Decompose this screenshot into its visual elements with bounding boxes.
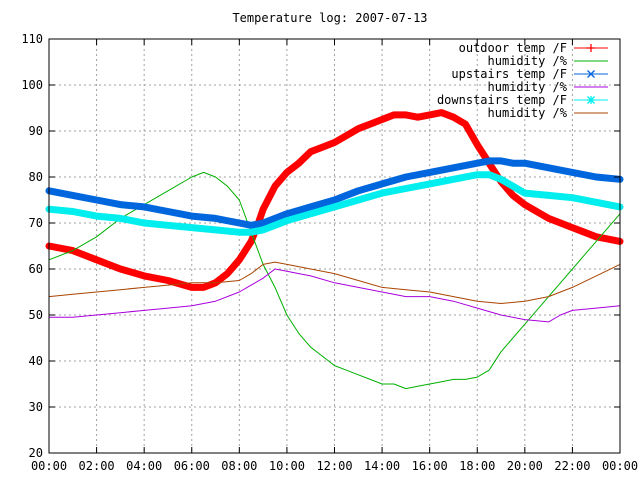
legend-label: downstairs temp /F: [437, 93, 567, 107]
x-tick-label: 02:00: [79, 459, 115, 473]
legend-label: outdoor temp /F: [459, 41, 567, 55]
x-tick-label: 20:00: [507, 459, 543, 473]
series-line-6: [48, 261, 621, 304]
x-tick-label: 16:00: [412, 459, 448, 473]
y-tick-label: 30: [29, 400, 43, 414]
y-tick-label: 90: [29, 124, 43, 138]
legend-label: humidity /%: [488, 54, 568, 68]
y-tick-label: 100: [21, 78, 43, 92]
x-tick-label: 00:00: [602, 459, 638, 473]
plot-area: [45, 109, 624, 390]
x-tick-label: 22:00: [554, 459, 590, 473]
x-tick-label: 04:00: [126, 459, 162, 473]
series-line-1: [45, 109, 624, 291]
series-line-5: [45, 171, 624, 236]
y-tick-label: 40: [29, 354, 43, 368]
legend-marker: [587, 70, 595, 78]
chart-title: Temperature log: 2007-07-13: [232, 11, 427, 25]
series-line-2: [48, 171, 621, 390]
series-line-4: [48, 268, 621, 323]
legend-label: upstairs temp /F: [451, 67, 567, 81]
y-tick-label: 50: [29, 308, 43, 322]
x-tick-label: 00:00: [31, 459, 67, 473]
y-tick-label: 60: [29, 262, 43, 276]
axes: 20 30 40 50 60 70 80 90 100 110 00:00 02:00 04:00 06:…: [21, 32, 638, 473]
legend-marker: [587, 96, 595, 104]
x-tick-label: 14:00: [364, 459, 400, 473]
x-tick-label: 10:00: [269, 459, 305, 473]
legend-label: humidity /%: [488, 106, 568, 120]
series-line-3: [45, 157, 624, 229]
x-tick-label: 08:00: [221, 459, 257, 473]
x-tick-label: 06:00: [174, 459, 210, 473]
y-tick-label: 110: [21, 32, 43, 46]
y-tick-label: 20: [29, 446, 43, 460]
x-tick-label: 18:00: [459, 459, 495, 473]
y-tick-label: 80: [29, 170, 43, 184]
y-tick-label: 70: [29, 216, 43, 230]
x-tick-label: 12:00: [316, 459, 352, 473]
legend-label: humidity /%: [488, 80, 568, 94]
